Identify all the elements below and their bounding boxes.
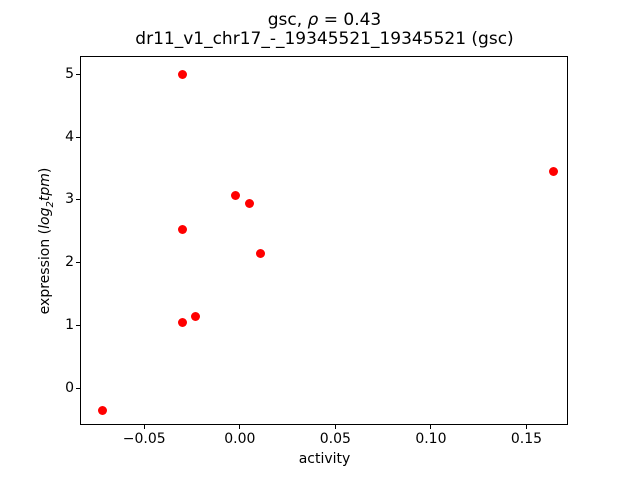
x-tick-label: 0.10 — [415, 431, 447, 447]
data-point — [177, 318, 187, 328]
data-point — [231, 191, 241, 201]
y-tick-mark — [76, 74, 80, 75]
data-point — [548, 166, 558, 176]
x-tick-mark — [239, 425, 241, 429]
x-tick-label: 0.05 — [319, 431, 351, 447]
y-tick-mark — [76, 136, 80, 138]
x-tick-mark — [525, 425, 527, 429]
title-prefix: gsc, — [267, 10, 308, 30]
plot-area: −0.05 0.00 0.05 0.10 0.15 0 1 2 3 4 5 — [65, 56, 568, 447]
ylabel-log: log — [37, 207, 53, 229]
x-tick-label: −0.05 — [122, 431, 166, 447]
y-tick-label: 1 — [65, 316, 74, 333]
data-point — [244, 198, 254, 208]
x-tick-mark — [143, 425, 145, 429]
data-point — [97, 405, 107, 415]
y-axis-label: expression (log2tpm) — [37, 166, 56, 316]
y-tick-label: 4 — [65, 128, 74, 145]
x-tick-label: 0.00 — [224, 431, 256, 447]
y-tick-mark — [76, 387, 80, 389]
data-point — [177, 70, 187, 79]
chart-title-block: gsc, ρ = 0.43 dr11_v1_chr17_-_19345521_1… — [81, 11, 568, 49]
y-tick-label: 0 — [65, 379, 74, 396]
y-tick-label: 5 — [65, 66, 74, 82]
x-tick-mark — [334, 425, 336, 429]
x-axis-label: activity — [298, 451, 351, 467]
y-tick-label: 2 — [65, 254, 74, 271]
data-point — [256, 248, 266, 258]
y-tick-label: 3 — [65, 191, 74, 208]
x-tick-label: 0.15 — [510, 431, 543, 447]
title-rho-symbol: ρ — [307, 10, 319, 30]
data-point — [191, 312, 201, 322]
title-suffix: = 0.43 — [318, 10, 382, 30]
ylabel-prefix: expression ( — [37, 228, 53, 315]
chart-title: gsc, ρ = 0.43 — [81, 11, 568, 30]
data-point — [177, 224, 187, 234]
y-tick-mark — [76, 199, 80, 201]
chart-subtitle: dr11_v1_chr17_-_19345521_19345521 (gsc) — [135, 29, 514, 49]
x-tick-mark — [430, 425, 432, 429]
ylabel-suffix: ) — [37, 167, 53, 174]
y-tick-mark — [76, 262, 80, 264]
y-tick-mark — [76, 324, 80, 326]
